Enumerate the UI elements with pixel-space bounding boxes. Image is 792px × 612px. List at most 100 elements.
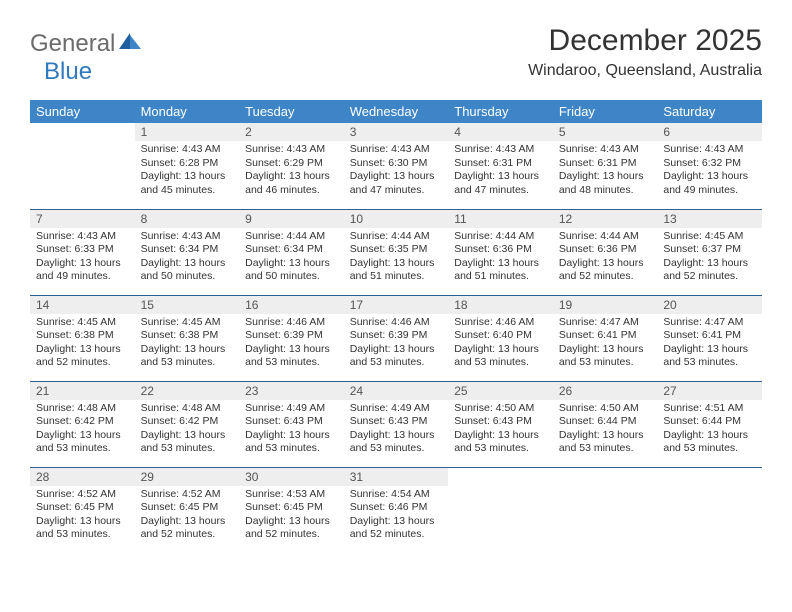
day-details: Sunrise: 4:46 AMSunset: 6:39 PMDaylight:… [344,314,449,375]
sunrise-line: Sunrise: 4:43 AM [559,143,652,157]
day-details: Sunrise: 4:47 AMSunset: 6:41 PMDaylight:… [657,314,762,375]
calendar-cell: 18Sunrise: 4:46 AMSunset: 6:40 PMDayligh… [448,295,553,381]
day-details: Sunrise: 4:51 AMSunset: 6:44 PMDaylight:… [657,400,762,461]
sunset-line: Sunset: 6:38 PM [36,329,129,343]
sunset-line: Sunset: 6:35 PM [350,243,443,257]
calendar-cell: 15Sunrise: 4:45 AMSunset: 6:38 PMDayligh… [135,295,240,381]
day-details: Sunrise: 4:49 AMSunset: 6:43 PMDaylight:… [239,400,344,461]
day-number: 3 [344,123,449,141]
sunset-line: Sunset: 6:43 PM [454,415,547,429]
sunset-line: Sunset: 6:44 PM [559,415,652,429]
calendar-cell: 9Sunrise: 4:44 AMSunset: 6:34 PMDaylight… [239,209,344,295]
calendar-cell: 2Sunrise: 4:43 AMSunset: 6:29 PMDaylight… [239,123,344,209]
day-number: 15 [135,296,240,314]
daylight-line: Daylight: 13 hours and 53 minutes. [454,429,547,456]
sunset-line: Sunset: 6:39 PM [245,329,338,343]
sunrise-line: Sunrise: 4:46 AM [245,316,338,330]
logo-text-blue: Blue [44,58,92,85]
day-number: 31 [344,468,449,486]
sunrise-line: Sunrise: 4:52 AM [36,488,129,502]
calendar-cell: 4Sunrise: 4:43 AMSunset: 6:31 PMDaylight… [448,123,553,209]
sunrise-line: Sunrise: 4:44 AM [454,230,547,244]
day-number: 24 [344,382,449,400]
sunrise-line: Sunrise: 4:54 AM [350,488,443,502]
day-details: Sunrise: 4:48 AMSunset: 6:42 PMDaylight:… [30,400,135,461]
title-block: December 2025 Windaroo, Queensland, Aust… [528,24,762,80]
calendar-cell [30,123,135,209]
calendar-cell: 25Sunrise: 4:50 AMSunset: 6:43 PMDayligh… [448,381,553,467]
day-details: Sunrise: 4:52 AMSunset: 6:45 PMDaylight:… [30,486,135,547]
calendar-page: General December 2025 Windaroo, Queensla… [0,0,792,573]
day-details: Sunrise: 4:43 AMSunset: 6:33 PMDaylight:… [30,228,135,289]
calendar-row: 7Sunrise: 4:43 AMSunset: 6:33 PMDaylight… [30,209,762,295]
calendar-cell: 17Sunrise: 4:46 AMSunset: 6:39 PMDayligh… [344,295,449,381]
calendar-cell: 19Sunrise: 4:47 AMSunset: 6:41 PMDayligh… [553,295,658,381]
sunset-line: Sunset: 6:29 PM [245,157,338,171]
day-number: 5 [553,123,658,141]
sunset-line: Sunset: 6:40 PM [454,329,547,343]
daylight-line: Daylight: 13 hours and 53 minutes. [245,429,338,456]
daylight-line: Daylight: 13 hours and 53 minutes. [141,429,234,456]
sunset-line: Sunset: 6:43 PM [350,415,443,429]
calendar-cell [448,467,553,553]
sunset-line: Sunset: 6:34 PM [245,243,338,257]
sunset-line: Sunset: 6:28 PM [141,157,234,171]
sunrise-line: Sunrise: 4:45 AM [141,316,234,330]
day-number: 26 [553,382,658,400]
month-title: December 2025 [528,24,762,58]
day-number: 6 [657,123,762,141]
calendar-cell: 12Sunrise: 4:44 AMSunset: 6:36 PMDayligh… [553,209,658,295]
day-number: 7 [30,210,135,228]
weekday-header: Thursday [448,100,553,123]
sunrise-line: Sunrise: 4:43 AM [245,143,338,157]
calendar-cell: 30Sunrise: 4:53 AMSunset: 6:45 PMDayligh… [239,467,344,553]
sunrise-line: Sunrise: 4:51 AM [663,402,756,416]
day-number: 21 [30,382,135,400]
calendar-cell: 8Sunrise: 4:43 AMSunset: 6:34 PMDaylight… [135,209,240,295]
sunrise-line: Sunrise: 4:45 AM [36,316,129,330]
calendar-row: 28Sunrise: 4:52 AMSunset: 6:45 PMDayligh… [30,467,762,553]
day-number: 4 [448,123,553,141]
day-number: 12 [553,210,658,228]
daylight-line: Daylight: 13 hours and 47 minutes. [454,170,547,197]
sunrise-line: Sunrise: 4:43 AM [36,230,129,244]
day-details: Sunrise: 4:43 AMSunset: 6:28 PMDaylight:… [135,141,240,202]
sunrise-line: Sunrise: 4:52 AM [141,488,234,502]
day-details: Sunrise: 4:45 AMSunset: 6:37 PMDaylight:… [657,228,762,289]
day-number: 1 [135,123,240,141]
calendar-cell: 3Sunrise: 4:43 AMSunset: 6:30 PMDaylight… [344,123,449,209]
day-number: 14 [30,296,135,314]
daylight-line: Daylight: 13 hours and 53 minutes. [245,343,338,370]
weekday-header: Sunday [30,100,135,123]
sunrise-line: Sunrise: 4:43 AM [141,230,234,244]
daylight-line: Daylight: 13 hours and 50 minutes. [141,257,234,284]
calendar-cell: 10Sunrise: 4:44 AMSunset: 6:35 PMDayligh… [344,209,449,295]
day-number: 2 [239,123,344,141]
sunrise-line: Sunrise: 4:48 AM [36,402,129,416]
day-number [657,468,762,472]
sunset-line: Sunset: 6:45 PM [141,501,234,515]
daylight-line: Daylight: 13 hours and 51 minutes. [350,257,443,284]
weekday-header: Friday [553,100,658,123]
daylight-line: Daylight: 13 hours and 53 minutes. [454,343,547,370]
sunset-line: Sunset: 6:42 PM [141,415,234,429]
day-number: 30 [239,468,344,486]
day-details: Sunrise: 4:43 AMSunset: 6:34 PMDaylight:… [135,228,240,289]
day-number: 16 [239,296,344,314]
daylight-line: Daylight: 13 hours and 49 minutes. [663,170,756,197]
day-number: 10 [344,210,449,228]
sunrise-line: Sunrise: 4:53 AM [245,488,338,502]
day-details: Sunrise: 4:46 AMSunset: 6:39 PMDaylight:… [239,314,344,375]
sunrise-line: Sunrise: 4:43 AM [350,143,443,157]
day-number: 23 [239,382,344,400]
day-number: 11 [448,210,553,228]
calendar-cell: 29Sunrise: 4:52 AMSunset: 6:45 PMDayligh… [135,467,240,553]
sunset-line: Sunset: 6:41 PM [559,329,652,343]
logo: General [30,24,145,58]
day-details: Sunrise: 4:54 AMSunset: 6:46 PMDaylight:… [344,486,449,547]
day-number: 29 [135,468,240,486]
sunset-line: Sunset: 6:42 PM [36,415,129,429]
day-details: Sunrise: 4:44 AMSunset: 6:35 PMDaylight:… [344,228,449,289]
day-number: 8 [135,210,240,228]
sunset-line: Sunset: 6:36 PM [559,243,652,257]
